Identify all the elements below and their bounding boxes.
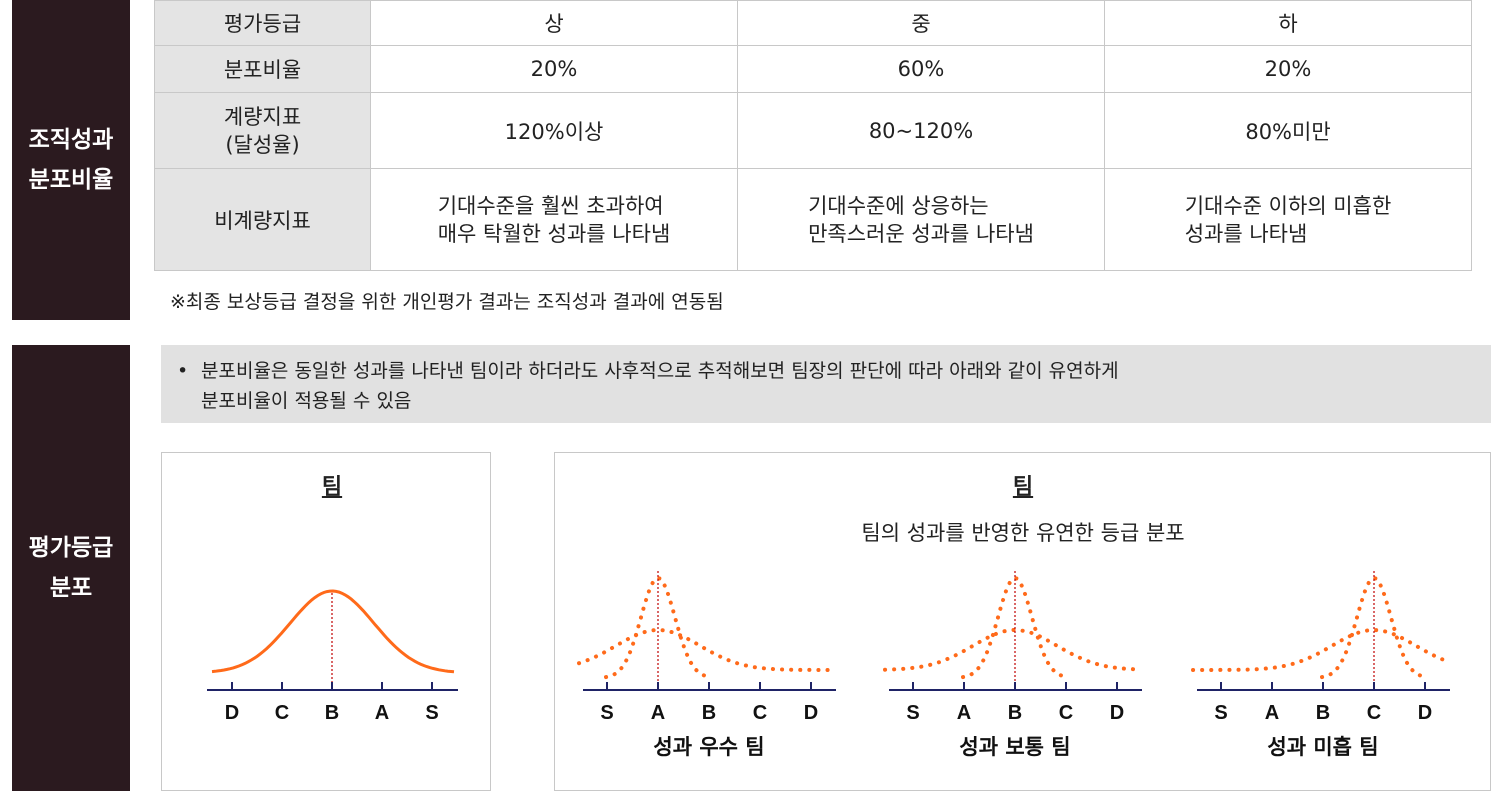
bullet-icon: • [177,360,189,382]
distribution-curve-narrow [961,575,1069,680]
axis-label: A [651,702,665,724]
table-cell: 120%이상 [370,92,738,169]
panel-title: 팀 [321,475,343,500]
grade-distribution-table: 평가등급 상 중 하 분포비율 20% 60% 20% 계량지표 (달성율) 1… [154,0,1472,271]
row-header: 비계량지표 [154,168,371,271]
banner-line: 분포비율이 적용될 수 있음 [201,390,412,412]
axis-label: S [906,702,919,724]
panel-title: 팀 [1012,475,1034,500]
row-header: 평가등급 [154,0,371,46]
cell-line: 매우 탁월한 성과를 나타냄 [437,221,671,246]
table-cell: 중 [737,0,1105,46]
table-cell: 20% [370,45,738,93]
section-label-line: 조직성과 [28,127,114,153]
row-header: 계량지표 (달성율) [154,92,371,169]
row-header-line: 계량지표 [223,104,302,129]
row-header-line: (달성율) [225,132,300,157]
flexible-distribution-diagrams: S A B C D 성과 우수 팀 S A B C D 성과 보통 팀 S A B C D 성과 미흡 팀 [577,571,1450,759]
distribution-curve-wide [1191,627,1445,672]
table-cell: 기대수준 이하의 미흡한 성과를 나타냄 [1104,168,1472,271]
section-label-line: 분포비율 [28,167,114,193]
section-label-grade-distribution: 평가등급 분포 [12,345,130,791]
table-cell: 80~120% [737,92,1105,169]
axis-label: C [1367,702,1381,724]
axis-label: D [804,702,818,724]
table-row: 평가등급 상 중 하 [154,0,1472,46]
axis-label: S [600,702,613,724]
footnote: ※최종 보상등급 결정을 위한 개인평가 결과는 조직성과 결과에 연동됨 [170,291,724,313]
cell-line: 기대수준에 상응하는 [808,193,989,218]
table-cell: 기대수준에 상응하는 만족스러운 성과를 나타냄 [737,168,1105,271]
section-label-line: 평가등급 [28,535,114,561]
axis-label: C [1059,702,1073,724]
distribution-curve-wide [577,627,831,672]
distribution-curve-narrow [1320,575,1428,680]
axis-label: B [325,702,339,724]
cell-line: 만족스러운 성과를 나타냄 [808,221,1034,246]
banner-text: 분포비율은 동일한 성과를 나타낸 팀이라 하더라도 사후적으로 추적해보면 팀… [201,356,1471,416]
cell-line: 성과를 나타냄 [1184,221,1308,246]
chart-caption: 성과 보통 팀 [959,735,1070,759]
table-row: 계량지표 (달성율) 120%이상 80~120% 80%미만 [154,92,1472,169]
cell-line: 기대수준을 훨씬 초과하여 [437,193,664,218]
table-cell: 상 [370,0,738,46]
axis-label: D [225,702,239,724]
axis-label: A [375,702,389,724]
table-cell: 80%미만 [1104,92,1472,169]
section-label-org-distribution: 조직성과 분포비율 [12,0,130,320]
bell-curve [211,589,455,674]
section-label-line: 분포 [49,575,93,601]
axis-label: B [1316,702,1330,724]
axis-label: D [1110,702,1124,724]
explanation-banner: • 분포비율은 동일한 성과를 나타낸 팀이라 하더라도 사후적으로 추적해보면… [161,345,1491,423]
section-label-text: 조직성과 분포비율 [29,120,114,200]
panel-subtitle: 팀의 성과를 반영한 유연한 등급 분포 [861,521,1185,545]
axis-label: D [1418,702,1432,724]
chart-caption: 성과 미흡 팀 [1267,735,1378,759]
axis-label: A [957,702,971,724]
table-cell: 하 [1104,0,1472,46]
axis-label: S [425,702,438,724]
distribution-curve-wide [883,627,1137,672]
axis-label: B [1008,702,1022,724]
axis-label: C [275,702,289,724]
axis-label: S [1214,702,1227,724]
flexible-distribution-panel: 팀 팀의 성과를 반영한 유연한 등급 분포 S A B C D 성과 우수 팀 S A B C D… [554,452,1491,791]
standard-distribution-panel: 팀 D C B A S [161,452,491,791]
table-row: 분포비율 20% 60% 20% [154,45,1472,93]
distribution-curve-narrow [604,575,712,680]
table-row: 비계량지표 기대수준을 훨씬 초과하여 매우 탁월한 성과를 나타냄 기대수준에… [154,168,1472,271]
table-cell: 기대수준을 훨씬 초과하여 매우 탁월한 성과를 나타냄 [370,168,738,271]
table-cell: 60% [737,45,1105,93]
chart-caption: 성과 우수 팀 [653,735,764,759]
axis-label: C [753,702,767,724]
axis-label: B [702,702,716,724]
table-cell: 20% [1104,45,1472,93]
banner-line: 분포비율은 동일한 성과를 나타낸 팀이라 하더라도 사후적으로 추적해보면 팀… [201,360,1119,382]
axis-label: A [1265,702,1279,724]
row-header: 분포비율 [154,45,371,93]
section-label-text: 평가등급 분포 [29,528,114,608]
cell-line: 기대수준 이하의 미흡한 [1184,193,1392,218]
